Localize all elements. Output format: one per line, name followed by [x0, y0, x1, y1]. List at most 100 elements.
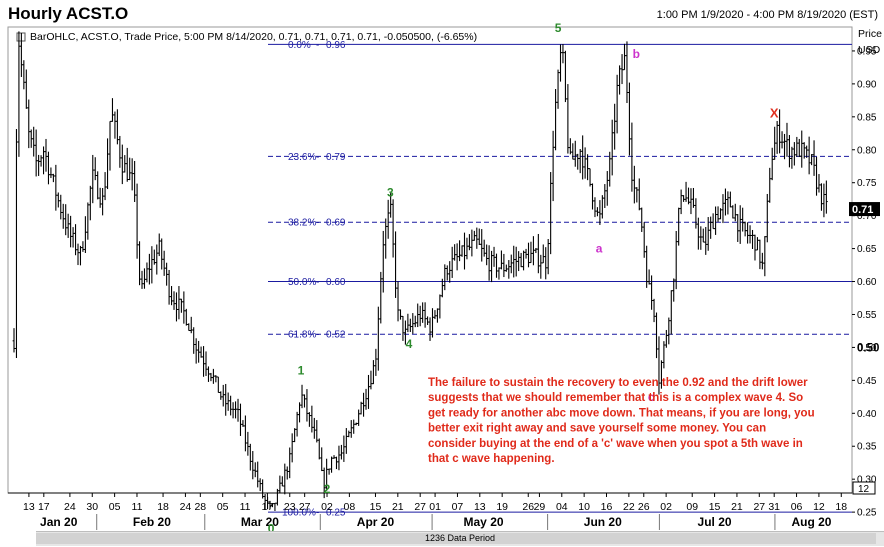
- ohlc-bar: [549, 172, 553, 255]
- ohlc-bar: [115, 109, 119, 145]
- ohlc-bar: [817, 174, 821, 193]
- legend-text: BarOHLC, ACST.O, Trade Price, 5:00 PM 8/…: [30, 31, 477, 43]
- fib-dash: -: [316, 330, 319, 341]
- y-tick-label: 0.60: [857, 277, 877, 288]
- ohlc-bar: [699, 226, 703, 250]
- ohlc-bar: [209, 372, 213, 382]
- ohlc-bar: [778, 109, 781, 154]
- ohlc-bar: [554, 89, 557, 151]
- ohlc-bar: [29, 129, 33, 148]
- ohlc-bar: [19, 33, 23, 77]
- ohlc-bar: [517, 251, 521, 272]
- ohlc-bar: [364, 388, 368, 410]
- ohlc-bar: [59, 194, 63, 220]
- ohlc-bar: [719, 208, 722, 220]
- ohlc-bar: [54, 164, 58, 211]
- wave-label: b: [633, 47, 640, 61]
- scrollbar-thumb[interactable]: [36, 533, 876, 544]
- ohlc-bar: [202, 346, 205, 377]
- x-tick-label: 04: [556, 501, 568, 513]
- ohlc-bar: [674, 230, 678, 290]
- ohlc-bar: [408, 318, 412, 332]
- ohlc-bar: [165, 262, 169, 286]
- y-tick-label: 0.90: [857, 79, 877, 90]
- ohlc-bar: [379, 271, 383, 324]
- ohlc-bar: [189, 316, 193, 334]
- ohlc-bar: [650, 275, 653, 310]
- ohlc-bar: [244, 415, 247, 452]
- x-tick-label: 27: [299, 501, 311, 513]
- ohlc-bar: [184, 308, 188, 326]
- ohlc-bar: [581, 135, 585, 180]
- ohlc-bar: [475, 227, 479, 249]
- ohlc-bar: [369, 370, 373, 390]
- ohlc-bar: [120, 144, 124, 185]
- chart-title: Hourly ACST.O: [8, 4, 129, 23]
- x-tick-label: 18: [157, 501, 169, 513]
- scrollbar-label: 1236 Data Period: [424, 533, 496, 543]
- ohlc-bar: [726, 191, 730, 215]
- ohlc-bar: [822, 183, 826, 218]
- y-tick-label: 0.25: [857, 508, 877, 519]
- ohlc-bar: [815, 156, 818, 196]
- ohlc-bar: [251, 451, 255, 480]
- annotation-line: The failure to sustain the recovery to e…: [428, 377, 808, 389]
- ohlc-bar: [642, 222, 646, 258]
- ohlc-bar: [743, 221, 747, 237]
- fib-price-label: 0.79: [326, 152, 346, 163]
- ohlc-bar: [443, 264, 447, 291]
- ohlc-bar: [519, 252, 523, 268]
- x-tick-label: 15: [370, 501, 382, 513]
- ohlc-bar: [411, 313, 415, 334]
- ohlc-bar: [578, 149, 582, 174]
- ohlc-bar: [630, 122, 634, 192]
- month-label: Jul 20: [698, 515, 732, 529]
- ohlc-bar: [748, 225, 752, 244]
- x-tick-label: 09: [686, 501, 698, 513]
- ohlc-bar: [118, 135, 122, 168]
- wave-label: 0: [268, 522, 275, 536]
- ohlc-bar: [775, 121, 779, 154]
- last-price-marker: 0.71: [849, 202, 880, 217]
- ohlc-bar: [17, 31, 21, 157]
- fib-percent-label: 61.8%: [288, 330, 316, 341]
- ohlc-bar: [431, 308, 434, 338]
- ohlc-bar: [219, 391, 223, 400]
- ohlc-bar: [588, 168, 592, 187]
- ohlc-bar: [731, 205, 735, 219]
- fib-percent-label: 0.0%: [288, 40, 311, 51]
- ohlc-bar: [315, 420, 319, 443]
- ohlc-bar: [564, 50, 567, 103]
- ohlc-bar: [236, 398, 240, 422]
- fib-percent-label: 38.2%: [288, 218, 316, 229]
- ohlc-bar: [337, 445, 341, 471]
- ohlc-bar: [768, 167, 772, 203]
- ohlc-bar: [783, 133, 786, 160]
- ohlc-bar: [386, 199, 390, 239]
- ohlc-bar: [413, 315, 417, 328]
- x-tick-label: 17: [262, 501, 274, 513]
- legend-row: BarOHLC, ACST.O, Trade Price, 5:00 PM 8/…: [16, 31, 477, 43]
- month-label: May 20: [464, 515, 504, 529]
- ohlc-bar: [669, 290, 673, 335]
- ohlc-bar: [788, 135, 791, 168]
- ohlc-bar: [741, 207, 745, 232]
- ohlc-bar: [684, 181, 688, 202]
- ohlc-bar: [155, 244, 159, 275]
- ohlc-bar: [138, 241, 141, 286]
- ohlc-bar: [246, 431, 250, 456]
- y-tick-label: 0.40: [857, 409, 877, 420]
- time-scrollbar[interactable]: 1236 Data Period: [36, 531, 884, 546]
- fib-price-label: 0.60: [326, 277, 346, 288]
- x-tick-label: 08: [344, 501, 356, 513]
- ohlc-bar: [308, 412, 311, 427]
- ohlc-bar: [716, 206, 720, 222]
- ohlc-bar: [436, 308, 439, 323]
- x-tick-label: 23: [284, 501, 296, 513]
- ohlc-bar: [177, 286, 181, 320]
- ohlc-bar: [352, 419, 356, 434]
- ohlc-bar: [273, 502, 277, 511]
- ohlc-bar: [332, 455, 336, 459]
